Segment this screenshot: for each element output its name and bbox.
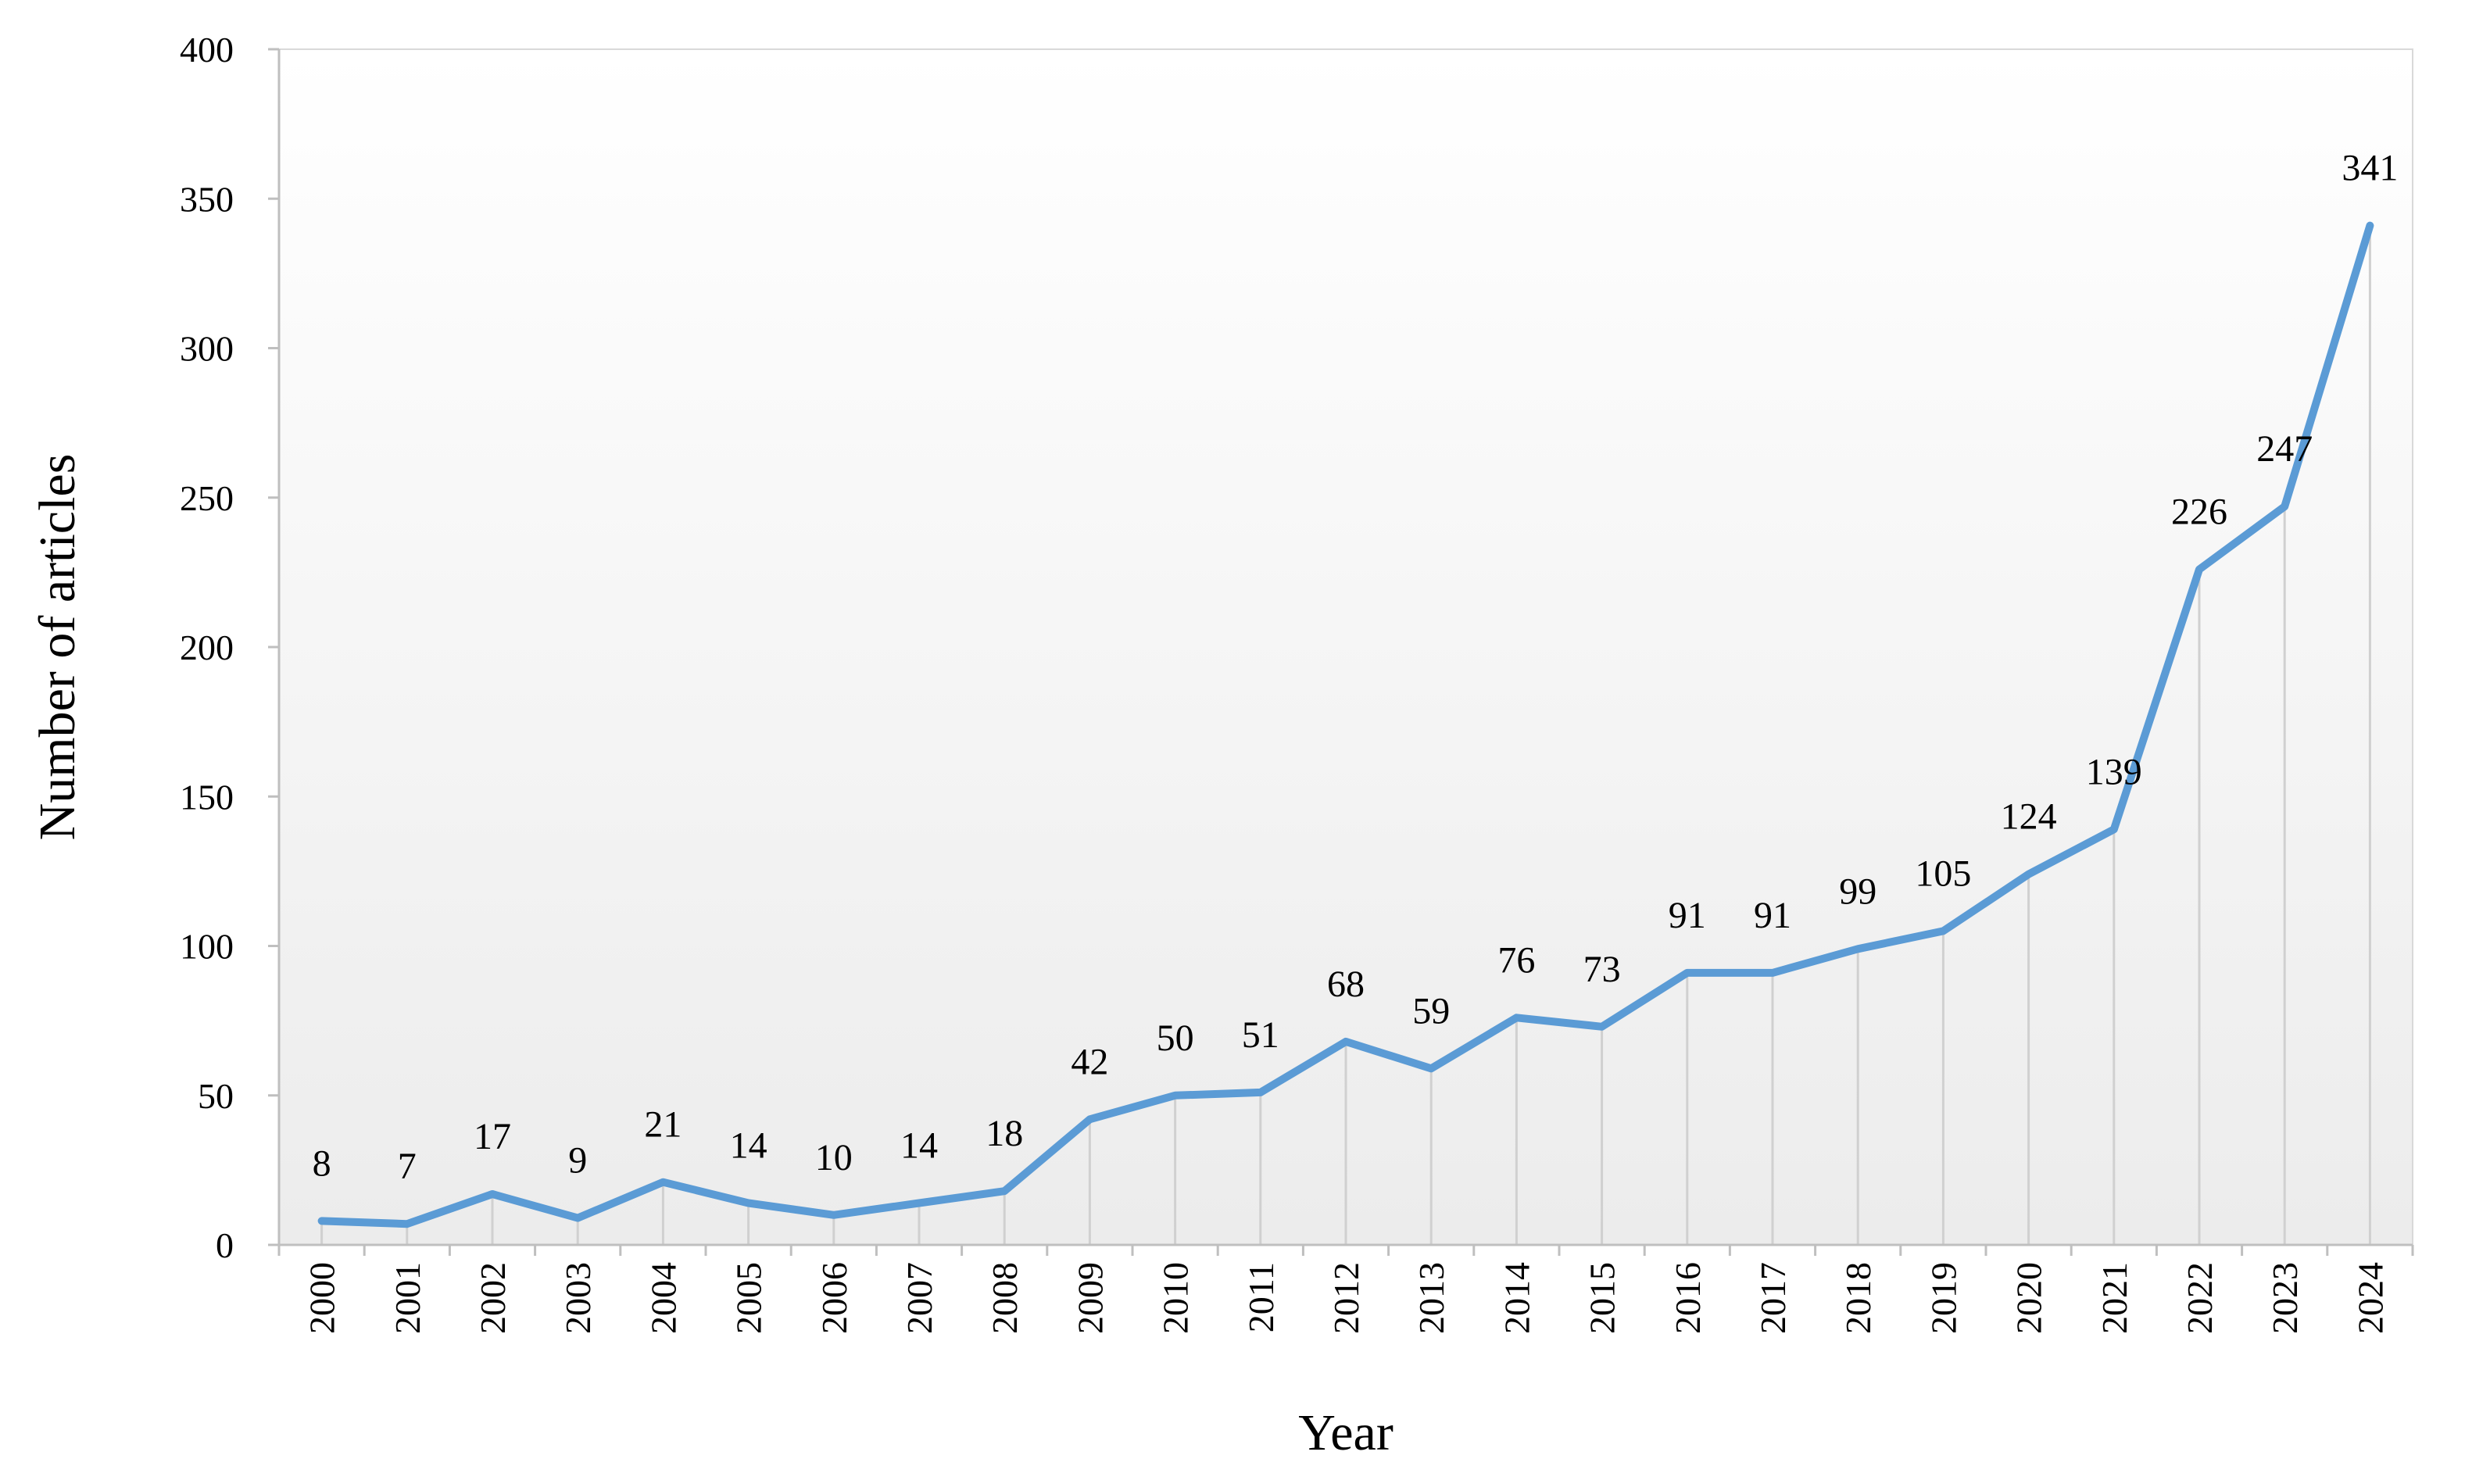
- data-label: 21: [644, 1104, 682, 1146]
- x-tick-label: 2002: [473, 1262, 513, 1334]
- x-tick-label: 2018: [1838, 1262, 1878, 1334]
- x-tick-label: 2010: [1156, 1262, 1196, 1334]
- data-label: 7: [398, 1146, 417, 1187]
- x-tick-label: 2004: [643, 1262, 683, 1334]
- x-axis-title: Year: [1298, 1404, 1393, 1461]
- data-label: 139: [2086, 751, 2142, 792]
- x-tick-label: 2017: [1753, 1262, 1793, 1334]
- drop-lines: [320, 225, 2371, 1245]
- x-tick-label: 2003: [558, 1262, 598, 1334]
- y-tick-label: 200: [180, 628, 234, 667]
- data-label: 226: [2171, 492, 2227, 533]
- data-label: 14: [900, 1125, 938, 1166]
- x-tick-label: 2020: [2009, 1262, 2049, 1334]
- x-tick-label: 2008: [985, 1262, 1025, 1334]
- x-tick-label: 2019: [1923, 1262, 1963, 1334]
- data-label: 247: [2256, 428, 2313, 470]
- y-tick-label: 250: [180, 478, 234, 518]
- data-label: 105: [1915, 853, 1971, 894]
- x-tick-label: 2015: [1583, 1262, 1622, 1334]
- x-tick-label: 2009: [1070, 1262, 1110, 1334]
- y-tick-label: 50: [198, 1076, 234, 1116]
- data-label: 68: [1327, 964, 1365, 1005]
- data-label: 8: [313, 1143, 331, 1184]
- x-axis-ticks: 2000 2001 2002 2003 2004 2005 2006 2007 2008 2009…: [277, 1245, 2414, 1334]
- x-tick-label: 2001: [388, 1262, 428, 1334]
- data-label: 99: [1839, 871, 1876, 912]
- x-tick-label: 2013: [1411, 1262, 1451, 1334]
- data-label: 10: [815, 1137, 853, 1178]
- y-tick-label: 400: [180, 30, 234, 70]
- data-label: 51: [1242, 1014, 1279, 1056]
- x-tick-label: 2022: [2180, 1262, 2220, 1334]
- x-tick-label: 2023: [2265, 1262, 2305, 1334]
- data-label: 42: [1071, 1041, 1108, 1082]
- y-axis-title: Number of articles: [29, 454, 86, 841]
- y-tick-label: 350: [180, 179, 234, 219]
- x-tick-label: 2024: [2350, 1262, 2390, 1334]
- x-tick-label: 2006: [814, 1262, 854, 1334]
- y-tick-label: 150: [180, 777, 234, 817]
- y-axis-ticks: 0 50 100 150 200 250 300 350 400: [180, 30, 279, 1265]
- data-labels: 8 7 17 9 21 14 10 14 18 42 50 51 68 59 76 73 91 91 99 105 12…: [313, 148, 2399, 1188]
- x-tick-label: 2014: [1497, 1262, 1537, 1334]
- data-label: 9: [568, 1140, 587, 1182]
- y-tick-label: 100: [180, 927, 234, 967]
- x-tick-label: 2011: [1241, 1262, 1281, 1332]
- x-tick-label: 2016: [1668, 1262, 1708, 1334]
- data-label: 91: [1669, 895, 1706, 936]
- data-label: 14: [730, 1125, 767, 1166]
- y-tick-label: 0: [216, 1225, 234, 1265]
- x-tick-label: 2007: [900, 1262, 939, 1334]
- data-label: 50: [1157, 1017, 1194, 1059]
- x-tick-label: 2005: [729, 1262, 769, 1334]
- x-tick-label: 2000: [302, 1262, 342, 1334]
- data-label: 91: [1754, 895, 1791, 936]
- data-label: 124: [2001, 796, 2057, 838]
- data-label: 73: [1583, 949, 1621, 990]
- data-label: 18: [986, 1113, 1023, 1154]
- data-label: 17: [474, 1116, 511, 1157]
- x-tick-label: 2021: [2095, 1262, 2134, 1334]
- data-label: 341: [2342, 148, 2398, 189]
- series-line: [317, 221, 2374, 1228]
- data-label: 59: [1412, 990, 1450, 1032]
- data-label: 76: [1497, 939, 1535, 981]
- x-tick-label: 2012: [1326, 1262, 1366, 1334]
- y-tick-label: 300: [180, 329, 234, 369]
